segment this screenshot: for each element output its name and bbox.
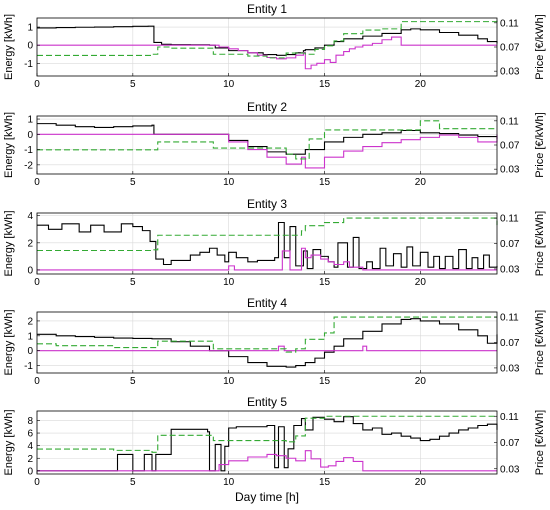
panel3-price-line xyxy=(37,217,498,252)
panel3-x-tick-label: 0 xyxy=(34,277,40,288)
panel5-x-tick-label: 5 xyxy=(130,477,136,488)
panel3-x-tick-label: 5 xyxy=(130,277,136,288)
panel1-price-line xyxy=(37,19,498,59)
panel2-y2-axis-label: Price [€/kWh] xyxy=(534,112,546,177)
panel3-y2-axis-label: Price [€/kWh] xyxy=(534,211,546,276)
panel1-y2-tick-label: 0.03 xyxy=(500,67,520,78)
panel3-y2-tick-label: 0.11 xyxy=(500,214,519,225)
panel1-y-tick-label: 0 xyxy=(27,41,33,52)
panel3-secondary-energy-line xyxy=(37,247,497,271)
panel2-x-tick-label: 0 xyxy=(34,177,40,188)
panel2-x-tick-label: 15 xyxy=(319,177,331,188)
panel2-y2-tick-label: 0.07 xyxy=(500,141,520,152)
panel2-y-tick-label: 0 xyxy=(27,130,33,141)
panel5-y-axis-label: Energy [kWh] xyxy=(3,409,15,475)
panel1-x-tick-label: 20 xyxy=(415,79,427,90)
panel1-y-tick-label: -1 xyxy=(24,59,33,70)
panel3-y-tick-label: 2 xyxy=(27,238,33,249)
panel3-y-axis-label: Energy [kWh] xyxy=(3,210,15,276)
panel4-x-tick-label: 20 xyxy=(415,376,427,387)
panel2-y2-tick-label: 0.03 xyxy=(500,165,520,176)
panel4-x-tick-label: 0 xyxy=(34,376,40,387)
panel2-y-tick-label: -2 xyxy=(24,160,33,171)
panel3-y2-tick-label: 0.03 xyxy=(500,264,520,275)
panel4-y-axis-label: Energy [kWh] xyxy=(3,309,15,375)
panel3-x-tick-label: 20 xyxy=(415,277,427,288)
panel4-energy-line xyxy=(37,318,498,368)
panel1-x-tick-label: 15 xyxy=(319,79,331,90)
panel5-title: Entity 5 xyxy=(247,395,287,409)
panel2-y-tick-label: 1 xyxy=(27,115,33,126)
panel2-y-tick-label: -1 xyxy=(24,145,33,156)
panel4-y2-tick-label: 0.11 xyxy=(500,313,519,324)
panel3-y2-tick-label: 0.07 xyxy=(500,239,520,250)
panel2-y2-tick-label: 0.11 xyxy=(500,116,519,127)
panel4-y2-tick-label: 0.07 xyxy=(500,338,520,349)
panel4-y2-tick-label: 0.03 xyxy=(500,363,520,374)
panel5-y-tick-label: 6 xyxy=(27,429,33,440)
panel5-y-tick-label: 2 xyxy=(27,454,33,465)
panel4-price-line xyxy=(37,316,497,353)
panel5-x-tick-label: 10 xyxy=(223,477,235,488)
panel1-secondary-energy-line xyxy=(37,36,497,70)
panel1-y-tick-label: 1 xyxy=(27,23,33,34)
panel2-plot-frame xyxy=(36,115,498,175)
panel4-y-tick-label: 1 xyxy=(27,331,33,342)
panel1-y2-tick-label: 0.07 xyxy=(500,43,520,54)
panel5-y2-tick-label: 0.07 xyxy=(500,438,520,449)
panel2-price-line xyxy=(37,120,497,160)
panel1-energy-line xyxy=(37,25,498,56)
panel2-x-tick-label: 5 xyxy=(130,177,136,188)
panel5-x-tick-label: 0 xyxy=(34,477,40,488)
panel5-y-tick-label: 0 xyxy=(27,466,33,477)
panel5-y-tick-label: 8 xyxy=(27,416,33,427)
panel1-title: Entity 1 xyxy=(247,2,287,16)
panel4-y2-axis-label: Price [€/kWh] xyxy=(534,310,546,375)
panel5-y2-tick-label: 0.11 xyxy=(500,412,519,423)
x-axis-label: Day time [h] xyxy=(235,490,299,504)
panel4-y-tick-label: 0 xyxy=(27,346,33,357)
panel1-x-tick-label: 0 xyxy=(34,79,40,90)
panel2-x-tick-label: 20 xyxy=(415,177,427,188)
panel3-energy-line xyxy=(37,221,498,270)
panel2-y-axis-label: Energy [kWh] xyxy=(3,112,15,178)
panel2-energy-line xyxy=(37,123,498,155)
panel2-x-tick-label: 10 xyxy=(223,177,235,188)
panel5-x-tick-label: 15 xyxy=(319,477,331,488)
panel1-y2-tick-label: 0.11 xyxy=(500,18,519,29)
panel3-y-tick-label: 0 xyxy=(27,265,33,276)
panel1-y-axis-label: Energy [kWh] xyxy=(3,14,15,80)
panel4-x-tick-label: 5 xyxy=(130,376,136,387)
panel5-secondary-energy-line xyxy=(37,450,497,472)
panel5-x-tick-label: 20 xyxy=(415,477,427,488)
panel4-title: Entity 4 xyxy=(247,296,287,310)
panel4-y-tick-label: 2 xyxy=(27,316,33,327)
panel1-x-tick-label: 10 xyxy=(223,79,235,90)
panel2-title: Entity 2 xyxy=(247,100,287,114)
panel3-x-tick-label: 10 xyxy=(223,277,235,288)
panel1-y2-axis-label: Price [€/kWh] xyxy=(534,14,546,79)
panel5-y-tick-label: 4 xyxy=(27,441,33,452)
panel2-secondary-energy-line xyxy=(37,133,498,169)
panel5-energy-line xyxy=(37,416,498,472)
panel3-title: Entity 3 xyxy=(247,197,287,211)
panel4-secondary-energy-line xyxy=(37,345,497,352)
panel4-y-tick-label: -1 xyxy=(24,361,33,372)
panel4-x-tick-label: 15 xyxy=(319,376,331,387)
panel3-y-tick-label: 4 xyxy=(27,211,33,222)
panel1-x-tick-label: 5 xyxy=(130,79,136,90)
panel5-y2-axis-label: Price [€/kWh] xyxy=(534,410,546,475)
panel3-x-tick-label: 15 xyxy=(319,277,331,288)
panel4-x-tick-label: 10 xyxy=(223,376,235,387)
panel5-y2-tick-label: 0.03 xyxy=(500,464,520,475)
panel5-price-line xyxy=(37,415,497,453)
